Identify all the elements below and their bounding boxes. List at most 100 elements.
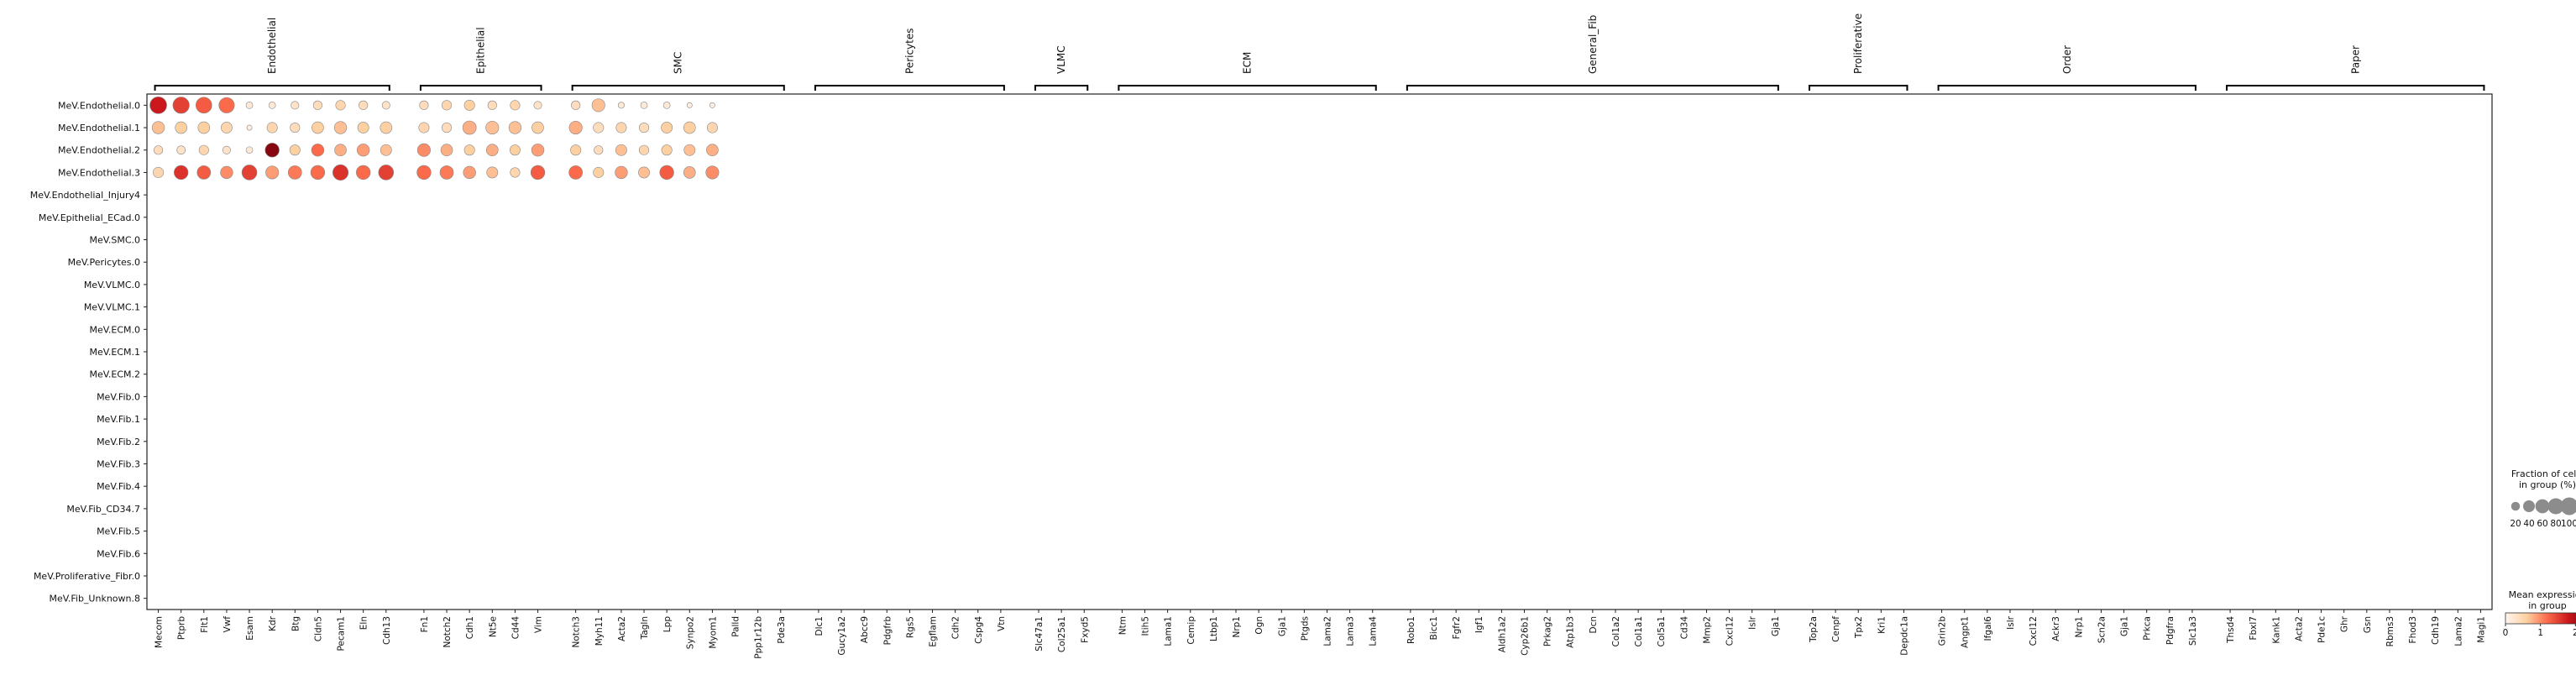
dot xyxy=(172,97,190,114)
gene-label: Vim xyxy=(534,616,544,633)
dot xyxy=(640,102,648,109)
dot xyxy=(196,97,212,114)
gene-label: Ptgds xyxy=(1300,616,1310,641)
group-label: Pericytes xyxy=(903,29,915,75)
gene-label: Angpt1 xyxy=(1961,616,1971,648)
gene-label: Pdgfrb xyxy=(882,616,893,646)
dot xyxy=(463,165,476,180)
dot xyxy=(662,102,671,109)
row-labels: MeV.Endothelial.0 MeV.Endothelial.1 MeV.En… xyxy=(30,100,147,604)
dot xyxy=(380,121,393,134)
dot-marks xyxy=(149,97,720,181)
gene-label: Igf1 xyxy=(1474,616,1484,633)
group-bracket xyxy=(154,85,390,91)
dot xyxy=(264,143,280,158)
dot xyxy=(222,145,231,154)
dot xyxy=(683,166,696,179)
gene-label: Ifgal6 xyxy=(1983,616,1993,641)
dot xyxy=(357,122,369,133)
size-legend-tick: 80 xyxy=(2550,519,2561,529)
row-label: MeV.Pericytes.0 xyxy=(68,257,140,268)
dot xyxy=(462,120,477,135)
size-legend-tick: 60 xyxy=(2537,519,2547,529)
gene-label: Cxcl12 xyxy=(1725,616,1736,646)
dot xyxy=(174,165,189,181)
dot xyxy=(197,121,211,134)
dot xyxy=(198,144,209,155)
group-label: Proliferative xyxy=(1852,13,1864,74)
dot xyxy=(245,146,254,154)
row-label: MeV.Fib.3 xyxy=(97,458,140,469)
group-bracket xyxy=(1406,85,1779,91)
dot xyxy=(268,102,276,109)
gene-label: Prkag2 xyxy=(1543,616,1553,646)
group-label: Order xyxy=(2061,45,2073,74)
size-legend-dot xyxy=(2547,498,2564,515)
gene-label: Cxcl12 xyxy=(2029,616,2039,646)
dot xyxy=(510,100,521,111)
gene-label: Kdr xyxy=(268,615,278,631)
dot xyxy=(531,121,544,134)
size-legend-tick: 20 xyxy=(2510,519,2521,529)
dot xyxy=(154,145,164,155)
dot xyxy=(683,121,696,134)
dot xyxy=(356,165,371,181)
dot xyxy=(486,166,499,179)
dot xyxy=(291,101,300,110)
dot xyxy=(531,144,545,157)
dot xyxy=(568,121,583,135)
gene-label: Fxyd5 xyxy=(1080,616,1090,643)
gene-label: Lama1 xyxy=(1164,616,1174,646)
gene-label: Nrp1 xyxy=(1232,616,1242,638)
group-bracket xyxy=(571,85,785,91)
group-bracket xyxy=(419,85,542,91)
dot xyxy=(265,165,280,180)
dot xyxy=(333,121,348,134)
gene-label: Thsd4 xyxy=(2226,616,2236,644)
row-label: MeV.VLMC.0 xyxy=(84,280,140,290)
dot xyxy=(593,122,605,133)
dot xyxy=(175,121,187,134)
gene-label: Slc47a1 xyxy=(1034,616,1045,651)
group-label: Endothelial xyxy=(266,18,278,74)
gene-label: Cyp26b1 xyxy=(1520,616,1530,656)
gene-label: Islr xyxy=(1748,615,1758,629)
gene-label: Notch3 xyxy=(572,616,582,648)
dot xyxy=(311,144,325,157)
gene-label: Lpp xyxy=(662,616,673,633)
size-legend-dot xyxy=(2535,499,2550,514)
gene-label: Bicc1 xyxy=(1429,616,1439,640)
row-label: MeV.ECM.2 xyxy=(90,369,140,380)
row-label: MeV.SMC.0 xyxy=(89,235,140,246)
gene-label: Lama3 xyxy=(1346,616,1356,646)
row-label: MeV.Fib.6 xyxy=(97,548,140,559)
row-label: MeV.Fib.1 xyxy=(97,414,140,425)
size-legend-dot xyxy=(2560,497,2576,515)
color-legend-tick: 2 xyxy=(2573,628,2576,638)
gene-label: Robo1 xyxy=(1406,616,1416,644)
gene-label: Cdh13 xyxy=(382,616,392,645)
dot xyxy=(416,143,431,157)
dot xyxy=(661,144,673,156)
row-label: MeV.Fib.5 xyxy=(97,526,140,537)
gene-label: Pde1c xyxy=(2317,616,2327,643)
gene-label: Gucy1a2 xyxy=(837,616,847,656)
gene-label: Ptprb xyxy=(177,616,187,640)
gene-label: Islr xyxy=(2006,615,2016,629)
dot xyxy=(485,121,500,135)
gene-label: Ltbp1 xyxy=(1209,616,1219,641)
gene-label: Cdh1 xyxy=(465,616,475,639)
gene-group-labels: Endothelial Epithelial SMC Pericytes VLMC ECM… xyxy=(266,13,2361,74)
row-label: MeV.Endothelial.0 xyxy=(58,100,140,111)
dot xyxy=(593,166,605,178)
gene-label: Cdh19 xyxy=(2431,616,2441,645)
dot xyxy=(246,124,253,131)
gene-label: Atp1b3 xyxy=(1566,616,1576,648)
gene-label: Lama4 xyxy=(1369,616,1379,646)
dot xyxy=(381,101,390,110)
dot xyxy=(617,102,625,109)
color-legend: 0 1 2 xyxy=(2503,612,2576,638)
row-label: MeV.Endothelial_Injury4 xyxy=(30,190,140,201)
gene-label: Cd34 xyxy=(1679,616,1689,640)
